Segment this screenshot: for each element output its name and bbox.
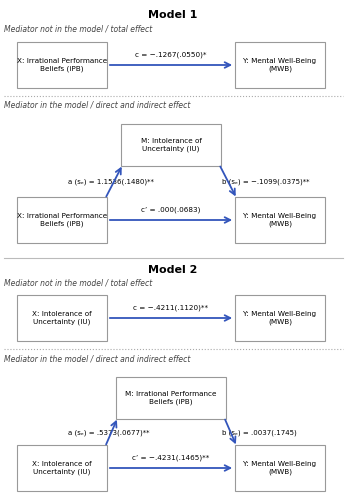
FancyBboxPatch shape <box>235 42 325 88</box>
Text: Model 2: Model 2 <box>148 265 198 275</box>
Text: c = −.4211(.1120)**: c = −.4211(.1120)** <box>134 304 209 311</box>
FancyBboxPatch shape <box>17 197 107 243</box>
Text: X: Irrational Performance
Beliefs (iPB): X: Irrational Performance Beliefs (iPB) <box>17 58 107 72</box>
Text: Mediator not in the model / total effect: Mediator not in the model / total effect <box>4 279 152 288</box>
Text: Model 1: Model 1 <box>148 10 198 20</box>
FancyBboxPatch shape <box>17 42 107 88</box>
Text: b (sₑ) = −.1099(.0375)**: b (sₑ) = −.1099(.0375)** <box>222 179 310 185</box>
Text: b (sₑ) = .0037(.1745): b (sₑ) = .0037(.1745) <box>222 430 297 436</box>
Text: c’ = .000(.0683): c’ = .000(.0683) <box>141 206 201 213</box>
Text: a (sₑ) = .5373(.0677)**: a (sₑ) = .5373(.0677)** <box>68 430 150 436</box>
Text: X: Intolerance of
Uncertainty (IU): X: Intolerance of Uncertainty (IU) <box>32 310 92 325</box>
Text: Mediator not in the model / total effect: Mediator not in the model / total effect <box>4 24 152 33</box>
FancyBboxPatch shape <box>17 295 107 341</box>
Text: Mediator in the model / direct and indirect effect: Mediator in the model / direct and indir… <box>4 354 191 363</box>
Text: X: Intolerance of
Uncertainty (IU): X: Intolerance of Uncertainty (IU) <box>32 461 92 475</box>
Text: Y: Mental Well-Being
(MWB): Y: Mental Well-Being (MWB) <box>244 58 316 72</box>
Text: a (sₑ) = 1.1536(.1480)**: a (sₑ) = 1.1536(.1480)** <box>68 179 154 185</box>
FancyBboxPatch shape <box>116 377 226 419</box>
Text: Y: Mental Well-Being
(MWB): Y: Mental Well-Being (MWB) <box>244 461 316 475</box>
Text: c = −.1267(.0550)*: c = −.1267(.0550)* <box>135 52 207 58</box>
FancyBboxPatch shape <box>235 295 325 341</box>
FancyBboxPatch shape <box>17 445 107 491</box>
FancyBboxPatch shape <box>235 197 325 243</box>
Text: X: Irrational Performance
Beliefs (iPB): X: Irrational Performance Beliefs (iPB) <box>17 213 107 227</box>
Text: Y: Mental Well-Being
(MWB): Y: Mental Well-Being (MWB) <box>244 310 316 325</box>
FancyBboxPatch shape <box>235 445 325 491</box>
Text: Mediator in the model / direct and indirect effect: Mediator in the model / direct and indir… <box>4 101 191 110</box>
Text: c’ = −.4231(.1465)**: c’ = −.4231(.1465)** <box>132 454 210 461</box>
Text: M: Intolerance of
Uncertainty (IU): M: Intolerance of Uncertainty (IU) <box>141 138 202 152</box>
Text: M: Irrational Performance
Beliefs (iPB): M: Irrational Performance Beliefs (iPB) <box>125 391 217 405</box>
FancyBboxPatch shape <box>121 124 221 166</box>
Text: Y: Mental Well-Being
(MWB): Y: Mental Well-Being (MWB) <box>244 213 316 227</box>
